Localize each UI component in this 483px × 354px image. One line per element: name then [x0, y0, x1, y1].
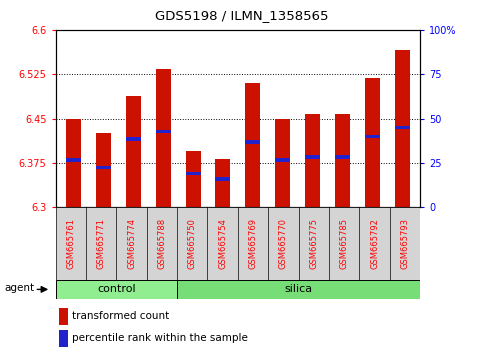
Bar [395, 126, 410, 129]
Bar [275, 119, 290, 207]
Bar [215, 177, 230, 181]
Bar [305, 155, 320, 159]
Bar [156, 69, 170, 207]
Bar [365, 78, 380, 207]
Text: GSM665788: GSM665788 [157, 218, 167, 269]
Text: GSM665771: GSM665771 [97, 218, 106, 269]
Bar [185, 151, 200, 207]
Bar [335, 155, 350, 159]
Bar [96, 133, 111, 207]
Bar [66, 158, 81, 162]
Bar [335, 114, 350, 207]
Text: GDS5198 / ILMN_1358565: GDS5198 / ILMN_1358565 [155, 9, 328, 22]
Bar [96, 166, 111, 169]
Text: transformed count: transformed count [72, 312, 169, 321]
Text: GSM665793: GSM665793 [400, 218, 410, 269]
Bar [275, 158, 290, 162]
Bar [56, 280, 177, 299]
Bar [305, 114, 320, 207]
Bar [365, 135, 380, 138]
Text: control: control [97, 284, 136, 295]
Text: GSM665769: GSM665769 [249, 218, 257, 269]
Bar [156, 130, 170, 133]
Bar [245, 83, 260, 207]
Text: GSM665754: GSM665754 [218, 218, 227, 269]
Text: GSM665774: GSM665774 [127, 218, 136, 269]
Bar [395, 50, 410, 207]
Text: silica: silica [284, 284, 313, 295]
Text: GSM665750: GSM665750 [188, 218, 197, 269]
Text: GSM665770: GSM665770 [279, 218, 288, 269]
Bar [59, 308, 68, 325]
Text: GSM665792: GSM665792 [370, 218, 379, 269]
Text: GSM665761: GSM665761 [66, 218, 75, 269]
Bar [215, 159, 230, 207]
Text: GSM665775: GSM665775 [309, 218, 318, 269]
Bar [177, 280, 420, 299]
Bar [245, 141, 260, 144]
Bar [126, 137, 141, 141]
Bar [59, 330, 68, 347]
Text: percentile rank within the sample: percentile rank within the sample [72, 333, 248, 343]
Bar [185, 172, 200, 175]
Bar [126, 96, 141, 207]
Text: agent: agent [4, 284, 35, 293]
Bar [66, 119, 81, 207]
Text: GSM665785: GSM665785 [340, 218, 349, 269]
